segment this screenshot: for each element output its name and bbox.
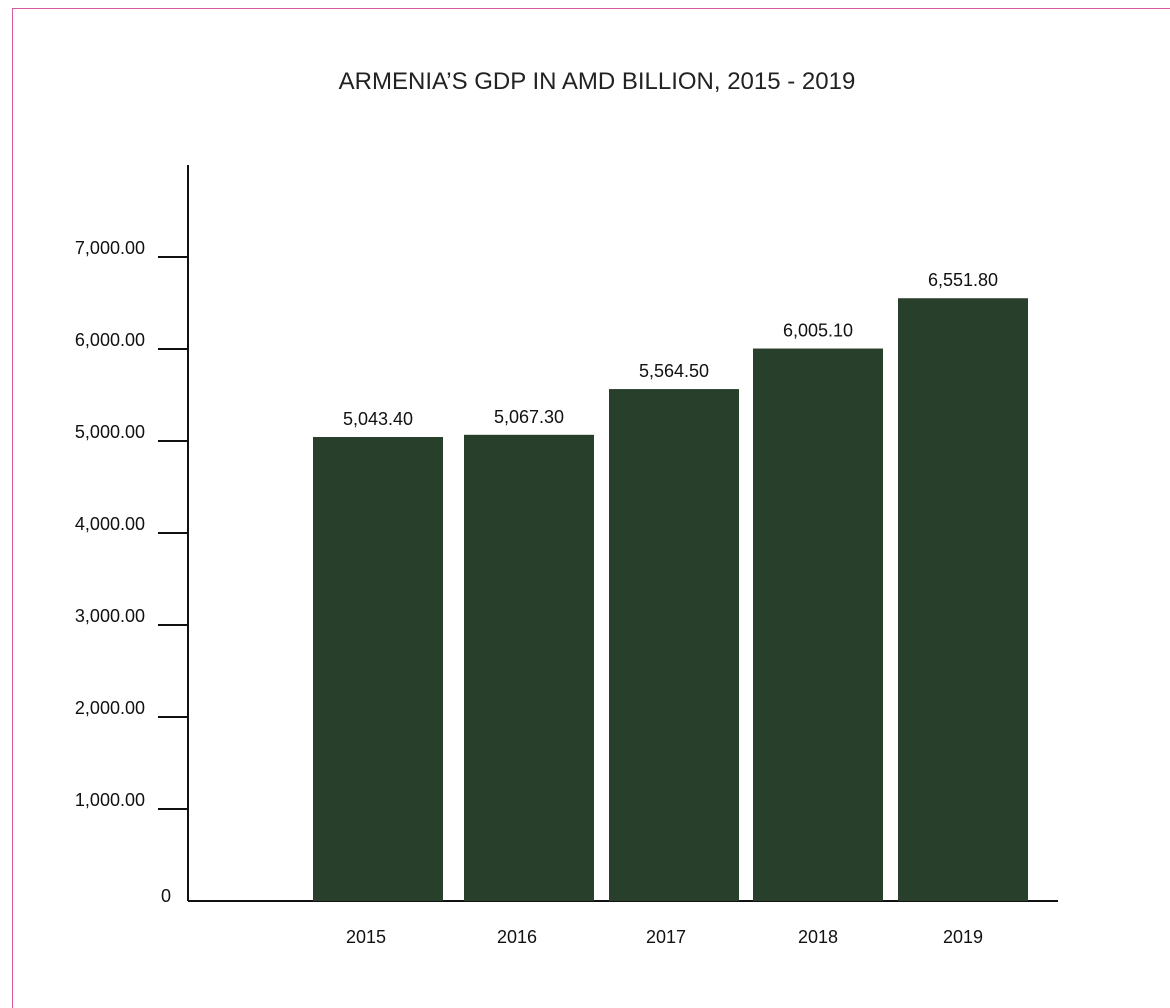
y-tick-label: 4,000.00 [75,514,145,534]
bars [313,298,1028,901]
y-tick-label: 5,000.00 [75,422,145,442]
y-tick-label: 7,000.00 [75,238,145,258]
bar-2015 [313,437,443,901]
y-tick-label: 2,000.00 [75,698,145,718]
data-label-2018: 6,005.10 [783,321,853,341]
bar-2018 [753,349,883,901]
y-tick-label: 0 [161,886,171,906]
y-tick-label: 3,000.00 [75,606,145,626]
bar-2016 [464,435,594,901]
bar-2019 [898,298,1028,901]
x-tick-label-2017: 2017 [646,927,686,947]
y-tick-label: 6,000.00 [75,330,145,350]
data-label-2019: 6,551.80 [928,270,998,290]
chart-title: ARMENIA’S GDP IN AMD BILLION, 2015 - 201… [339,68,856,95]
x-tick-label-2016: 2016 [497,927,537,947]
x-tick-label-2019: 2019 [943,927,983,947]
data-label-2017: 5,564.50 [639,361,709,381]
y-axis: 0 1,000.00 2,000.00 3,000.00 4,000.00 5,000.0… [75,165,188,906]
bar-2017 [609,389,739,901]
y-tick-label: 1,000.00 [75,790,145,810]
x-tick-label-2018: 2018 [798,927,838,947]
data-label-2016: 5,067.30 [494,407,564,427]
x-tick-label-2015: 2015 [346,927,386,947]
x-axis: 2015 2016 2017 2018 2019 [188,901,1058,947]
data-label-2015: 5,043.40 [343,409,413,429]
